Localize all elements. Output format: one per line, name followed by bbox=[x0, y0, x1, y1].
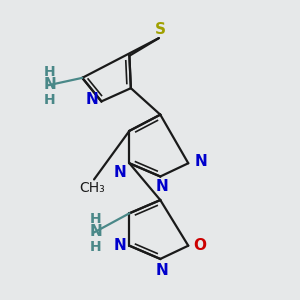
Text: N: N bbox=[86, 92, 98, 107]
Text: N: N bbox=[44, 77, 56, 92]
Text: CH₃: CH₃ bbox=[80, 181, 106, 195]
Text: N: N bbox=[194, 154, 207, 169]
Text: H: H bbox=[44, 65, 56, 79]
Text: S: S bbox=[155, 22, 166, 37]
Text: N: N bbox=[114, 238, 126, 253]
Text: N: N bbox=[155, 263, 168, 278]
Text: O: O bbox=[194, 238, 207, 253]
Text: N: N bbox=[89, 224, 102, 239]
Text: H: H bbox=[90, 212, 101, 226]
Text: N: N bbox=[155, 179, 168, 194]
Text: N: N bbox=[114, 165, 126, 180]
Text: H: H bbox=[44, 93, 56, 106]
Text: H: H bbox=[90, 240, 101, 254]
